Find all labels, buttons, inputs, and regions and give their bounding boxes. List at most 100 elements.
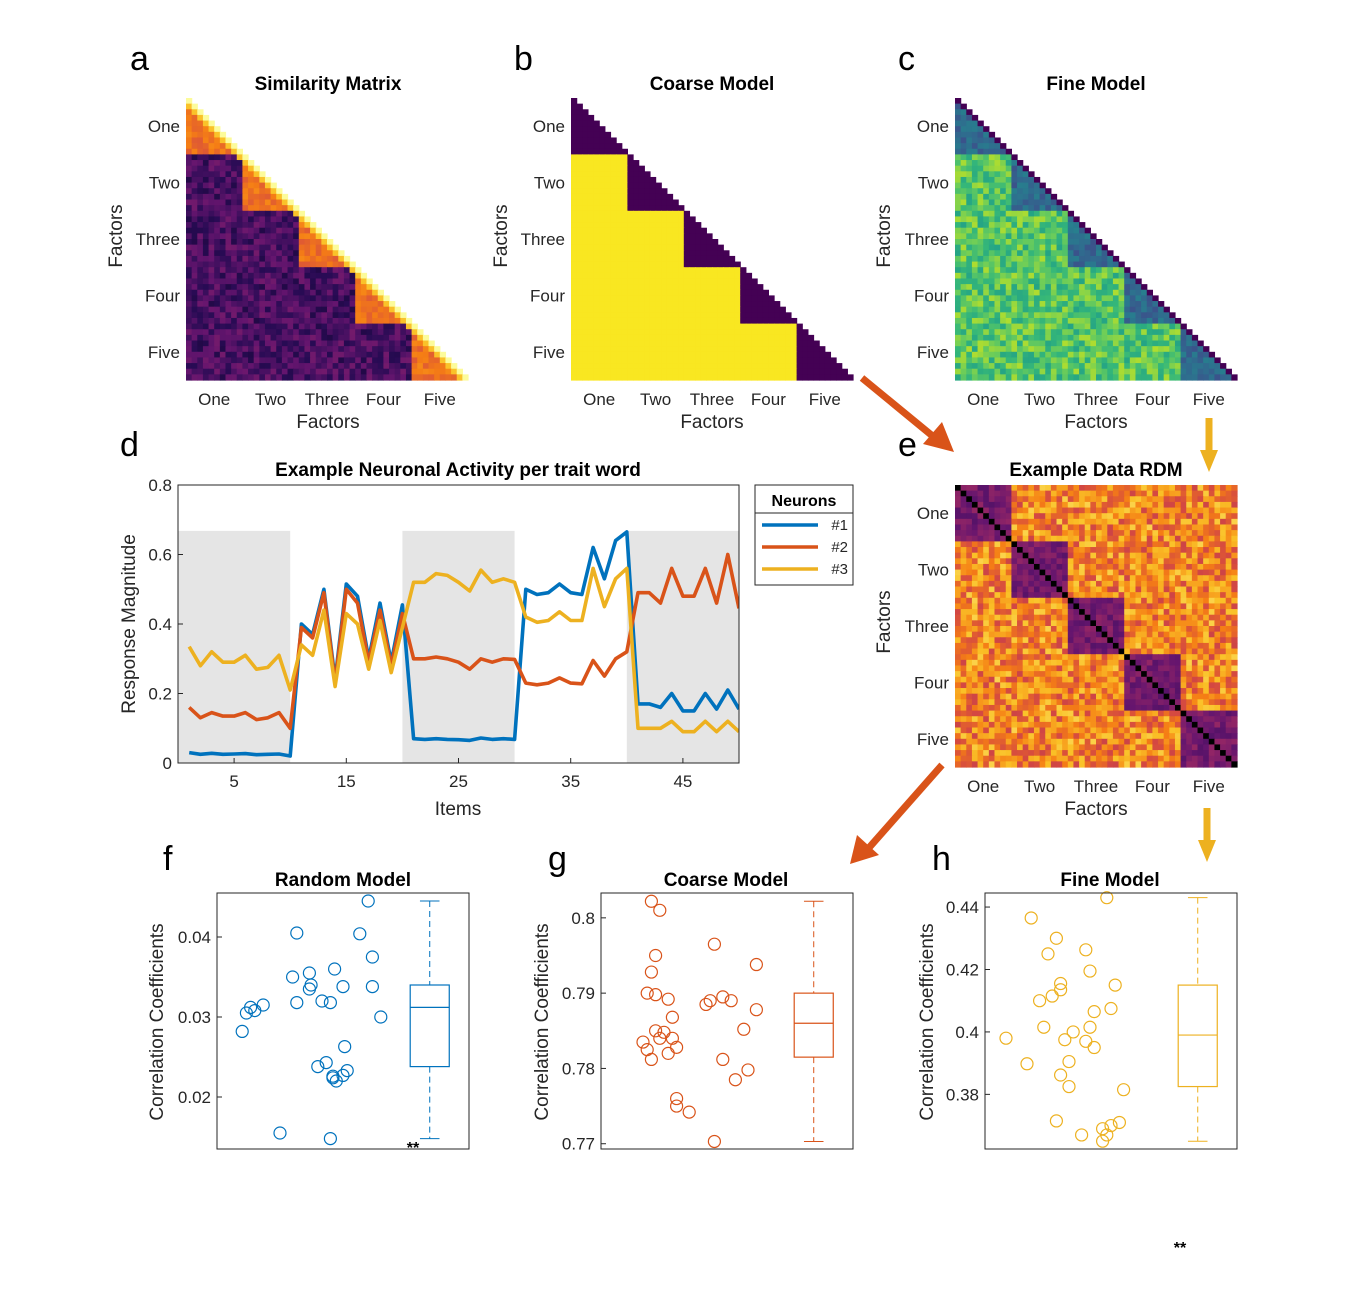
data-rdm-cell xyxy=(1107,597,1114,605)
coarse-model-cell xyxy=(587,289,595,296)
similarity-cell xyxy=(360,357,368,364)
fine-model-cell xyxy=(1124,301,1131,308)
coarse-model-cell xyxy=(633,171,640,178)
coarse-model-cell xyxy=(678,323,685,330)
similarity-cell xyxy=(270,227,277,234)
fine-model-cell xyxy=(994,160,1001,167)
coarse-model-cell xyxy=(695,289,702,296)
fine-model-cell xyxy=(1005,334,1012,342)
similarity-cell xyxy=(186,334,193,342)
fine-model-cell xyxy=(1033,233,1041,240)
similarity-cell xyxy=(343,323,351,330)
coarse-model-cell xyxy=(672,222,679,229)
data-rdm-cell xyxy=(1101,569,1108,576)
coarse-model-cell xyxy=(593,374,600,381)
similarity-cell xyxy=(293,222,300,229)
data-rdm-cell xyxy=(1079,535,1086,542)
similarity-cell xyxy=(191,323,198,330)
fine-model-cell xyxy=(1163,317,1170,325)
coarse-model-cell xyxy=(571,210,578,218)
coarse-model-cell xyxy=(593,334,600,342)
data-rdm-cell xyxy=(1225,586,1232,593)
fine-model-cell xyxy=(1124,312,1131,319)
similarity-cell xyxy=(445,374,452,381)
coarse-model-cell xyxy=(587,357,595,364)
fine-model-cell xyxy=(1152,374,1159,381)
coarse-model-cell xyxy=(666,357,674,364)
fine-model-cell xyxy=(955,199,962,206)
data-rdm-cell xyxy=(1056,569,1063,576)
fine-model-cell xyxy=(1180,329,1187,336)
similarity-cell xyxy=(242,272,249,280)
data-rdm-cell xyxy=(994,496,1001,503)
fine-model-cell xyxy=(1028,278,1035,285)
data-rdm-cell xyxy=(1124,586,1131,593)
coarse-model-cell xyxy=(672,278,679,285)
coarse-model-cell xyxy=(683,239,691,246)
data-rdm-cell xyxy=(1169,552,1176,559)
fine-model-cell xyxy=(1039,357,1046,364)
coarse-model-cell xyxy=(582,216,589,223)
similarity-cell xyxy=(372,289,379,296)
similarity-cell xyxy=(214,255,221,263)
fine-model-cell xyxy=(1000,250,1007,257)
coarse-model-cell xyxy=(621,255,628,263)
similarity-cell xyxy=(310,295,317,302)
similarity-cell xyxy=(231,346,238,353)
data-rdm-cell xyxy=(1174,496,1182,503)
coarse-model-cell xyxy=(599,227,606,234)
coarse-model-cell xyxy=(712,306,719,313)
similarity-cell xyxy=(242,357,249,364)
data-rdm-cell xyxy=(977,552,984,559)
fine-model-cell xyxy=(1163,346,1170,353)
fine-model-cell xyxy=(977,272,984,280)
data-rdm-cell xyxy=(1163,535,1170,542)
coarse-model-cell xyxy=(717,301,724,308)
fine-model-cell xyxy=(1129,363,1137,370)
similarity-cell xyxy=(202,255,210,263)
data-rdm-cell xyxy=(1146,586,1153,593)
similarity-cell xyxy=(248,244,255,251)
similarity-cell xyxy=(304,216,311,223)
similarity-cell xyxy=(281,227,289,234)
fine-model-cell xyxy=(1005,363,1012,370)
similarity-cell xyxy=(219,199,227,206)
fine-model-cell xyxy=(1141,340,1148,347)
coarse-model-cell xyxy=(633,334,640,342)
fine-model-cell xyxy=(1079,244,1086,251)
similarity-cell xyxy=(332,374,339,381)
similarity-cell xyxy=(191,363,198,370)
similarity-cell xyxy=(197,329,204,336)
coarse-model-cell xyxy=(582,193,589,201)
data-rdm-cell xyxy=(1005,518,1012,526)
data-rdm-cell xyxy=(1214,569,1221,576)
coarse-model-cell xyxy=(700,278,707,285)
fine-model-cell xyxy=(983,188,990,195)
coarse-model-cell xyxy=(796,357,803,364)
data-rdm-cell xyxy=(971,485,979,492)
coarse-model-cell xyxy=(689,289,696,296)
coarse-model-cell xyxy=(655,312,662,319)
fine-model-cell xyxy=(1033,272,1041,280)
similarity-cell xyxy=(231,368,238,375)
fine-model-cell xyxy=(1056,233,1063,240)
fine-model-cell xyxy=(1073,267,1080,274)
data-rdm-cell xyxy=(1045,507,1052,514)
coarse-model-cell xyxy=(587,176,595,184)
data-rdm-cell xyxy=(1220,530,1227,537)
coarse-model-cell xyxy=(717,284,724,291)
coarse-model-cell xyxy=(582,346,589,353)
data-rdm-cell xyxy=(1005,485,1012,492)
similarity-cell xyxy=(366,368,373,375)
similarity-cell xyxy=(236,317,243,325)
coarse-model-cell xyxy=(593,289,600,296)
data-rdm-cell xyxy=(1045,597,1052,605)
data-rdm-cell xyxy=(1135,552,1142,559)
data-rdm-cell xyxy=(1203,485,1210,492)
coarse-model-cell xyxy=(576,272,583,280)
similarity-cell xyxy=(248,255,255,263)
similarity-cell xyxy=(276,289,283,296)
fine-model-cell xyxy=(1028,193,1035,201)
data-rdm-cell xyxy=(1169,530,1176,537)
fine-model-cell xyxy=(1163,368,1170,375)
